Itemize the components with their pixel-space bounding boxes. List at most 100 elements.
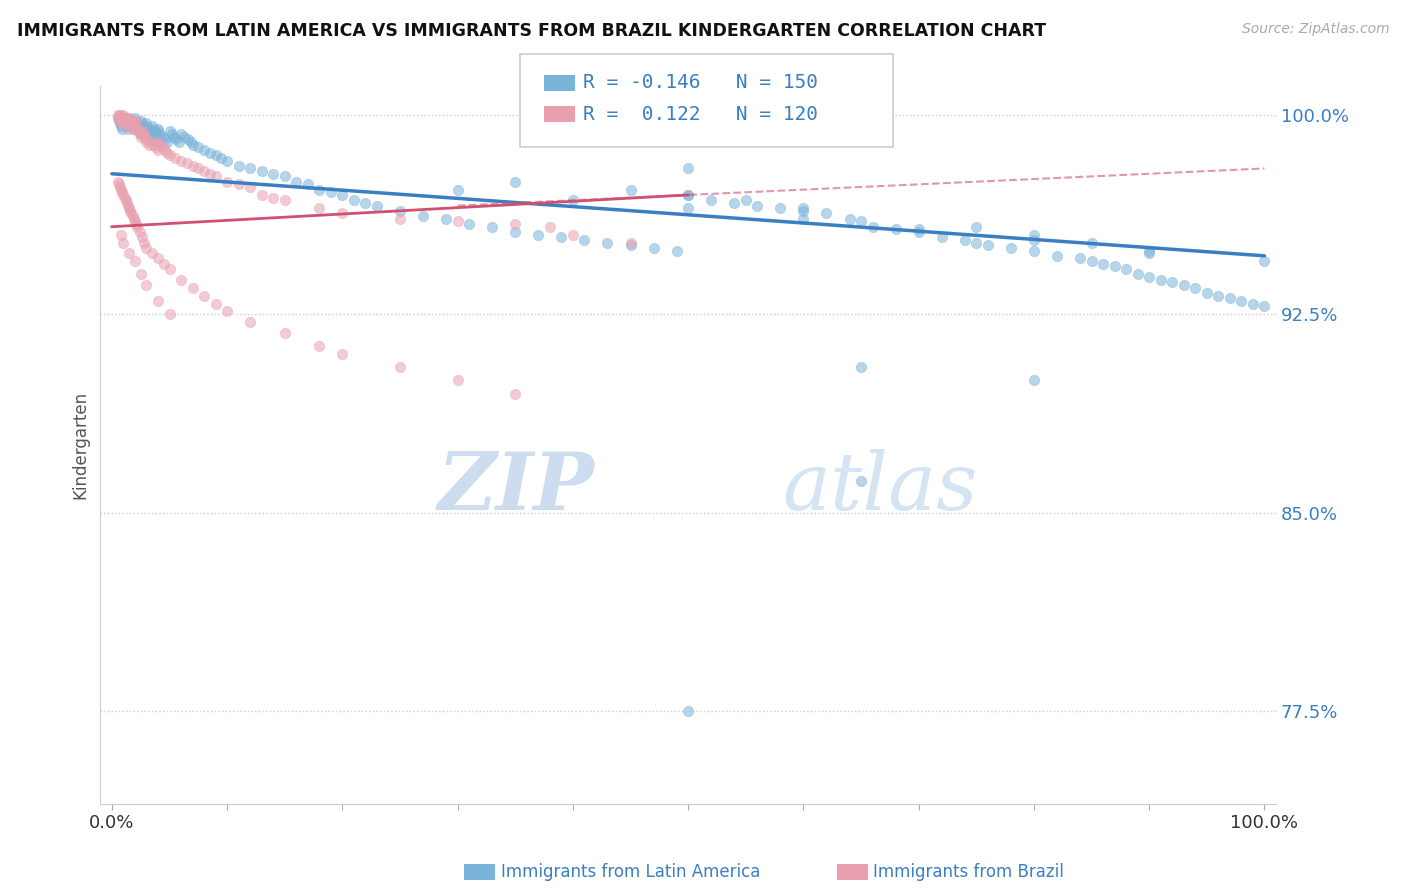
Point — [120, 116, 142, 130]
Point — [118, 201, 141, 215]
Point — [1022, 227, 1045, 242]
Point — [550, 230, 572, 244]
Point — [112, 111, 135, 125]
Point — [297, 178, 319, 192]
Point — [114, 111, 136, 125]
Point — [217, 175, 239, 189]
Point — [118, 246, 141, 260]
Point — [165, 132, 187, 146]
Point — [156, 135, 179, 149]
Point — [1137, 244, 1160, 258]
Point — [1195, 285, 1218, 300]
Point — [332, 206, 354, 220]
Point — [110, 108, 132, 122]
Point — [146, 129, 169, 144]
Point — [129, 113, 152, 128]
Point — [250, 188, 273, 202]
Point — [170, 273, 193, 287]
Point — [193, 164, 215, 178]
Point — [117, 121, 139, 136]
Point — [619, 235, 641, 250]
Point — [134, 235, 156, 250]
Point — [129, 268, 152, 282]
Point — [149, 137, 172, 152]
Point — [262, 191, 284, 205]
Point — [965, 219, 987, 234]
Point — [135, 116, 157, 130]
Point — [111, 121, 134, 136]
Point — [1230, 293, 1253, 308]
Point — [125, 119, 148, 133]
Point — [285, 175, 308, 189]
Point — [792, 203, 814, 218]
Point — [262, 167, 284, 181]
Point — [145, 127, 167, 141]
Point — [143, 124, 166, 138]
Point — [1022, 373, 1045, 387]
Point — [173, 129, 195, 144]
Point — [1000, 241, 1022, 255]
Point — [389, 359, 412, 374]
Point — [239, 180, 262, 194]
Point — [170, 153, 193, 168]
Point — [643, 241, 665, 255]
Text: R =  0.122   N = 120: R = 0.122 N = 120 — [583, 104, 818, 124]
Point — [127, 121, 149, 136]
Point — [676, 188, 699, 202]
Point — [907, 225, 929, 239]
Point — [319, 186, 342, 200]
Point — [111, 116, 134, 130]
Point — [181, 280, 204, 294]
Point — [114, 191, 136, 205]
Point — [167, 135, 190, 149]
Point — [139, 135, 162, 149]
Text: ZIP: ZIP — [437, 450, 595, 527]
Point — [503, 386, 526, 401]
Point — [145, 140, 167, 154]
Point — [134, 129, 156, 144]
Point — [239, 161, 262, 176]
Point — [128, 124, 150, 138]
Point — [108, 113, 131, 128]
Point — [561, 193, 583, 207]
Point — [503, 175, 526, 189]
Point — [159, 124, 181, 138]
Point — [274, 326, 297, 340]
Point — [412, 209, 434, 223]
Point — [127, 119, 149, 133]
Text: Immigrants from Brazil: Immigrants from Brazil — [873, 863, 1064, 881]
Point — [118, 113, 141, 128]
Point — [931, 230, 953, 244]
Point — [676, 704, 699, 718]
Point — [503, 225, 526, 239]
Point — [134, 127, 156, 141]
Point — [274, 169, 297, 184]
Point — [118, 111, 141, 125]
Point — [112, 108, 135, 122]
Point — [122, 121, 145, 136]
Point — [110, 119, 132, 133]
Point — [676, 161, 699, 176]
Point — [134, 124, 156, 138]
Point — [862, 219, 884, 234]
Point — [1137, 270, 1160, 285]
Point — [111, 186, 134, 200]
Point — [135, 119, 157, 133]
Point — [366, 198, 388, 212]
Point — [193, 288, 215, 302]
Point — [121, 206, 143, 220]
Point — [124, 113, 146, 128]
Point — [107, 113, 129, 128]
Point — [121, 116, 143, 130]
Point — [121, 116, 143, 130]
Point — [676, 188, 699, 202]
Point — [115, 195, 138, 210]
Point — [596, 235, 619, 250]
Point — [107, 111, 129, 125]
Point — [676, 201, 699, 215]
Point — [107, 175, 129, 189]
Point — [308, 201, 330, 215]
Point — [574, 233, 596, 247]
Point — [181, 159, 204, 173]
Point — [135, 277, 157, 292]
